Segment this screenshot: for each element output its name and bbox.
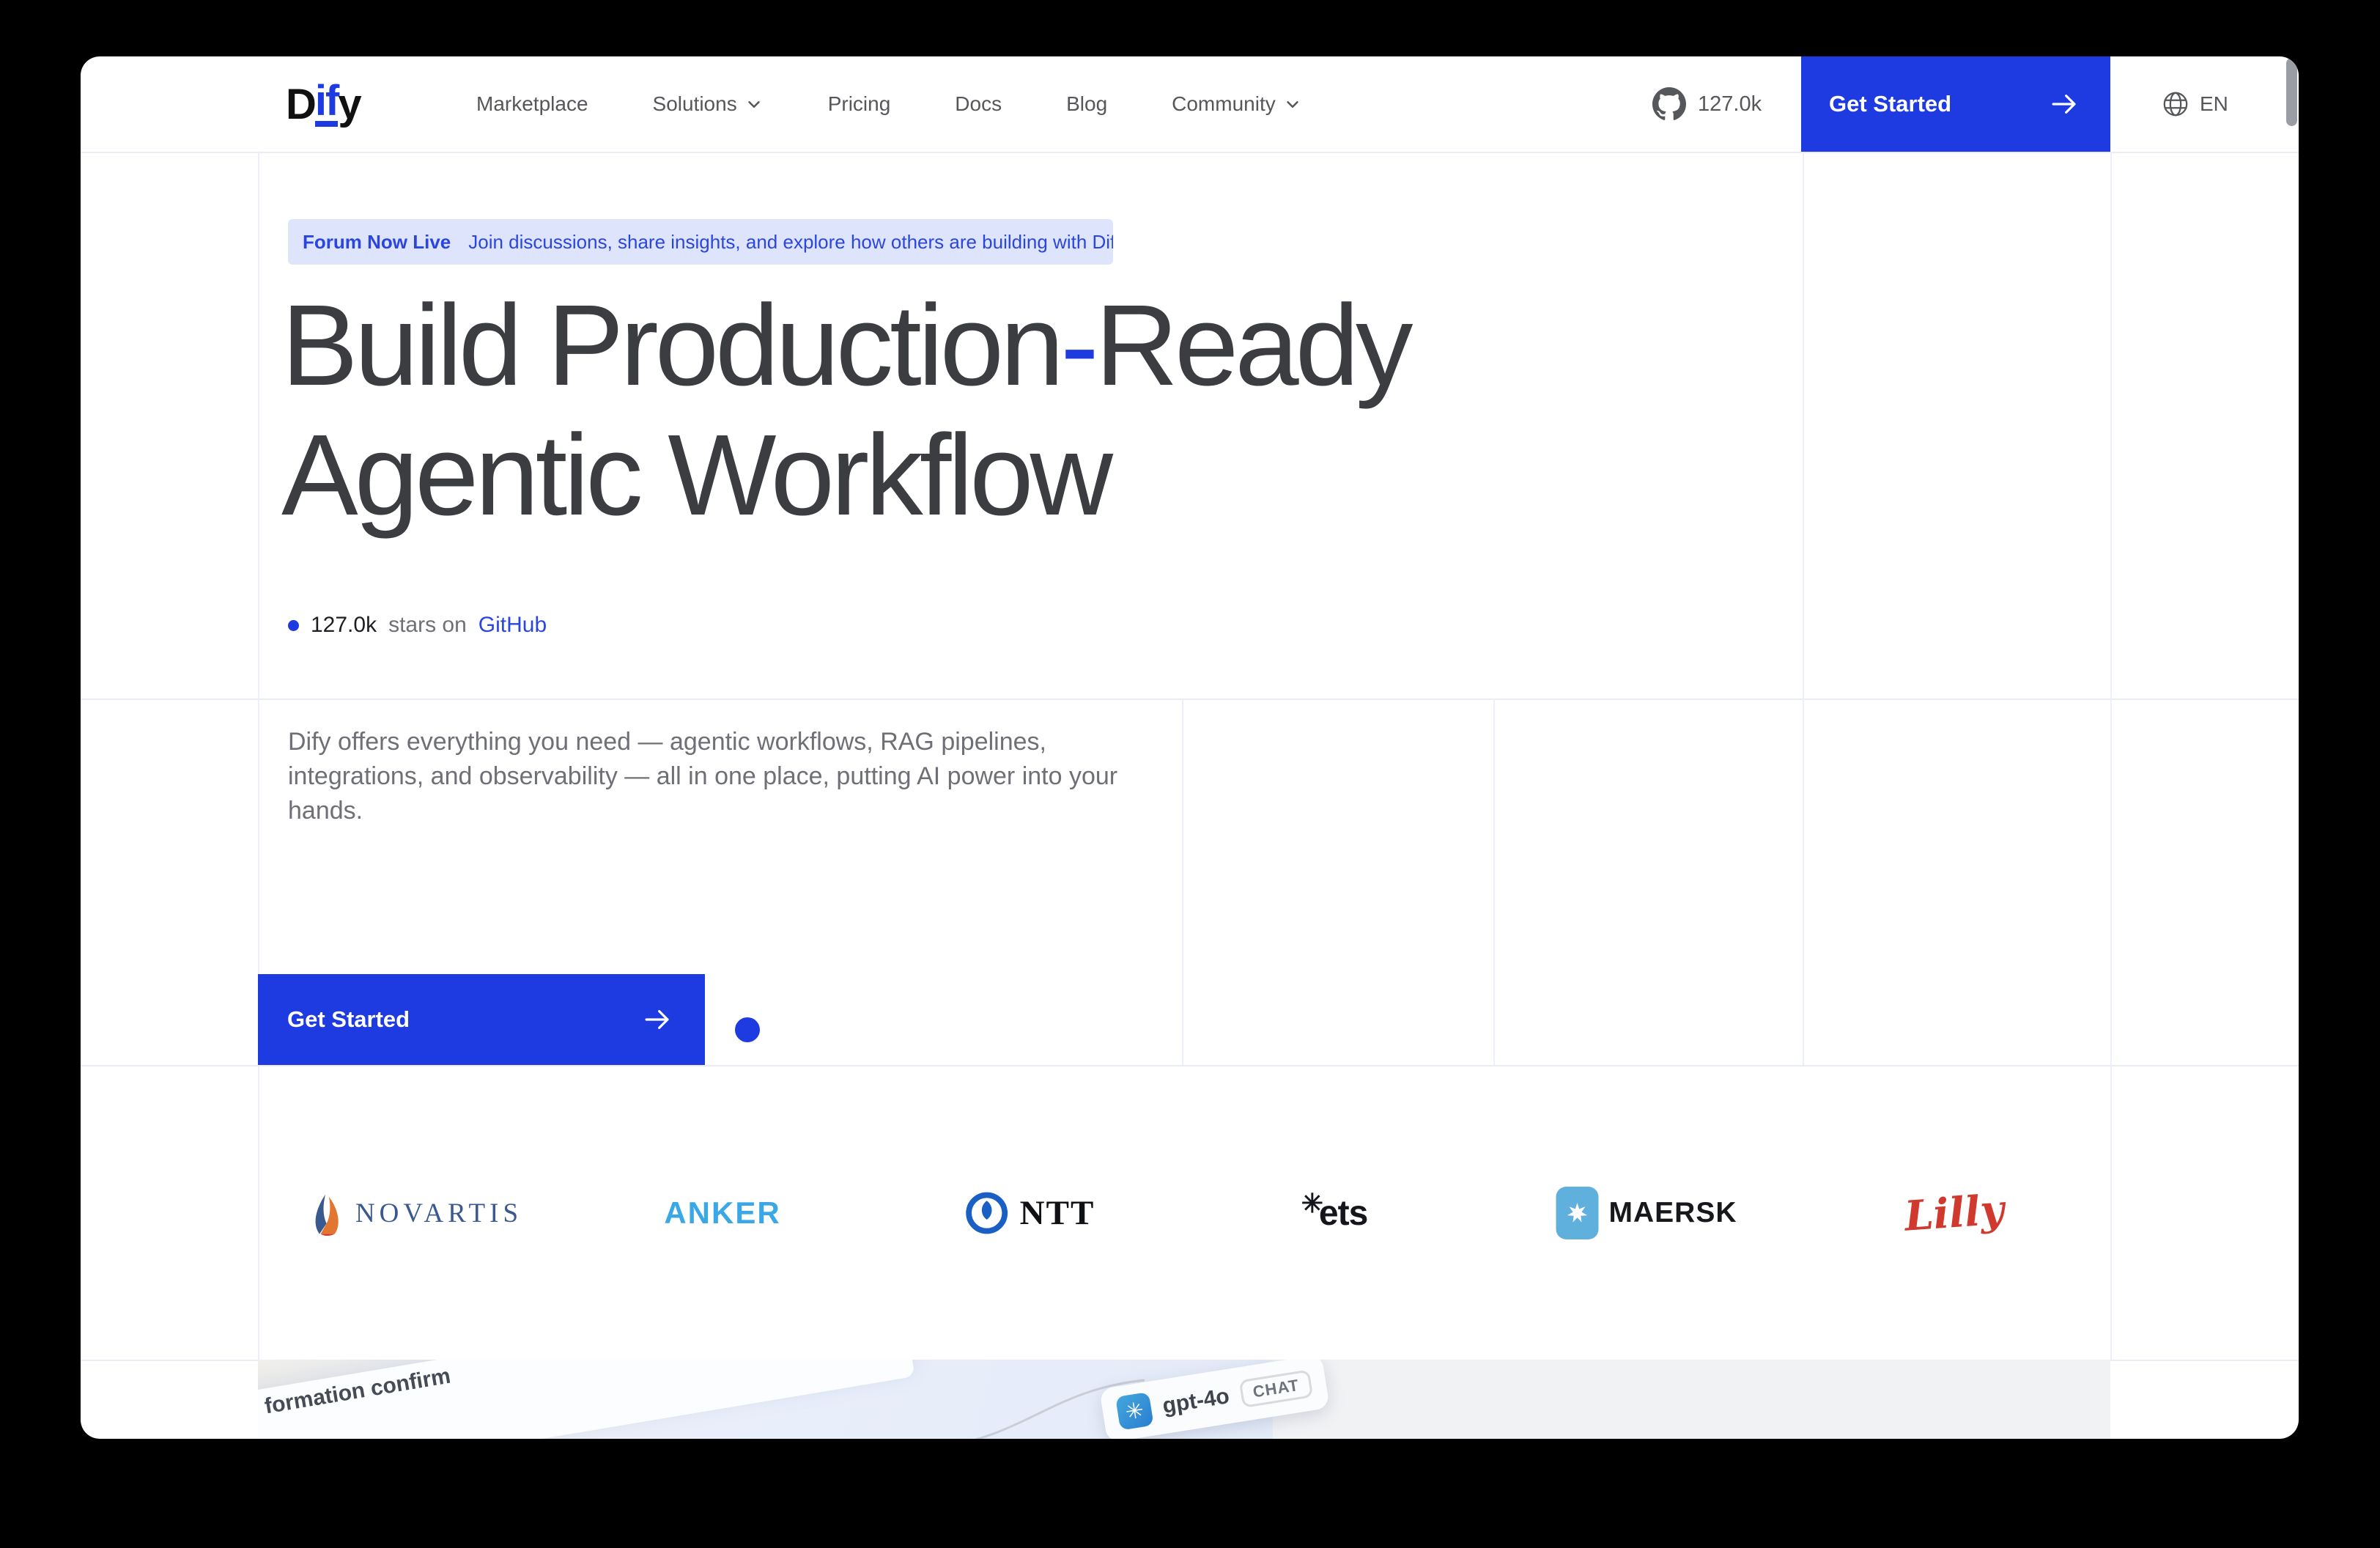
arrow-right-icon: [2052, 95, 2076, 114]
hero-description: Dify offers everything you need — agenti…: [288, 728, 1118, 825]
nav-item-label: Solutions: [652, 92, 737, 115]
nav-item-solutions[interactable]: Solutions: [653, 92, 764, 116]
github-stars-link[interactable]: 127.0k: [1652, 56, 1762, 152]
bullet-dot-icon: [288, 619, 299, 631]
grid-line-mid3: [1803, 152, 1804, 1065]
maersk-wordmark: MAERSK: [1608, 1197, 1737, 1228]
title-part-2: Ready: [1095, 281, 1413, 410]
language-label: EN: [2200, 92, 2228, 115]
nav-item-docs[interactable]: Docs: [955, 92, 1002, 116]
star-count-caption: stars on: [388, 613, 467, 637]
github-text-link[interactable]: GitHub: [478, 613, 547, 637]
grid-line-left: [258, 152, 259, 1360]
banner-text: Join discussions, share insights, and ex…: [468, 230, 1113, 253]
novartis-wordmark: NOVARTIS: [355, 1198, 523, 1228]
forum-announcement-banner[interactable]: Forum Now Live Join discussions, share i…: [288, 219, 1113, 265]
model-type-badge: CHAT: [1238, 1369, 1314, 1409]
scrollbar-thumb[interactable]: [2286, 58, 2297, 126]
hero-divider: [81, 699, 2299, 700]
star-count: 127.0k: [311, 613, 377, 637]
get-started-label: Get Started: [1829, 91, 1952, 117]
openai-icon: ✳: [1115, 1391, 1154, 1431]
customer-logo-anker: ANKER: [664, 1171, 780, 1256]
nav-links: Marketplace Solutions Pricing Docs Blog: [476, 56, 1302, 152]
workflow-card: formation confirm: [258, 1360, 915, 1439]
workflow-preview: formation confirm ✳ gpt-4o CHAT: [258, 1360, 2110, 1439]
ntt-wordmark: NTT: [1019, 1194, 1095, 1232]
github-stars-line: 127.0k stars on GitHub: [288, 607, 547, 644]
intro-divider: [81, 1065, 2299, 1066]
novartis-flame-icon: [315, 1194, 339, 1236]
get-started-label: Get Started: [287, 1006, 410, 1032]
anker-wordmark: ANKER: [664, 1195, 781, 1230]
workflow-card-text: formation confirm: [262, 1363, 453, 1419]
workflow-connector-line: [974, 1379, 1145, 1439]
nav-item-community[interactable]: Community: [1172, 92, 1302, 116]
customer-logo-lilly: Lilly: [1902, 1171, 2006, 1256]
github-star-count: 127.0k: [1698, 92, 1762, 116]
customer-logo-maersk: MAERSK: [1556, 1171, 1737, 1256]
page-title: Build Production-Ready Agentic Workflow: [281, 281, 1413, 540]
logo-letter-y: y: [338, 80, 361, 128]
title-line-2: Agentic Workflow: [281, 411, 1113, 539]
get-started-button-hero[interactable]: Get Started: [258, 974, 705, 1065]
globe-icon: [2163, 92, 2188, 117]
chevron-down-icon: [1286, 101, 1298, 108]
customer-logo-ntt: NTT: [964, 1171, 1095, 1256]
nav-item-label: Blog: [1066, 92, 1108, 115]
nav-item-marketplace[interactable]: Marketplace: [476, 92, 588, 116]
logo-letters-if: if: [314, 80, 339, 127]
customer-logo-novartis: NOVARTIS: [306, 1171, 522, 1256]
grid-line-right: [2110, 152, 2112, 1360]
language-switcher[interactable]: EN: [2162, 56, 2228, 152]
chevron-down-icon: [747, 101, 760, 108]
grid-line-mid2: [1493, 699, 1495, 1065]
nav-item-pricing[interactable]: Pricing: [828, 92, 891, 116]
title-part-1: Build Production: [281, 281, 1064, 410]
ntt-swirl-icon: [966, 1192, 1008, 1234]
grid-line-mid1: [1182, 699, 1183, 1065]
model-name: gpt-4o: [1161, 1384, 1231, 1418]
nav-divider: [81, 152, 2299, 153]
arrow-right-icon: [645, 1010, 669, 1029]
lilly-wordmark: Lilly: [1902, 1185, 2006, 1241]
workflow-panel-empty: [1273, 1360, 2110, 1439]
ets-wordmark: ets: [1318, 1193, 1368, 1233]
decorative-blue-dot: [735, 1017, 760, 1042]
logo-letter-d: D: [286, 80, 317, 128]
banner-tag: Forum Now Live: [303, 230, 451, 253]
maersk-star-icon: [1556, 1187, 1599, 1239]
nav-item-label: Pricing: [827, 92, 891, 115]
ets-asterisk-icon: ✳: [1301, 1188, 1323, 1218]
nav-item-label: Community: [1172, 92, 1276, 115]
nav-item-label: Docs: [955, 92, 1002, 115]
nav-item-label: Marketplace: [476, 92, 588, 115]
customer-logo-ets: ✳ ets: [1301, 1171, 1369, 1256]
nav-item-blog[interactable]: Blog: [1066, 92, 1107, 116]
github-icon: [1652, 87, 1686, 120]
get-started-button-nav[interactable]: Get Started: [1801, 56, 2110, 152]
title-hyphen: -: [1060, 281, 1098, 410]
